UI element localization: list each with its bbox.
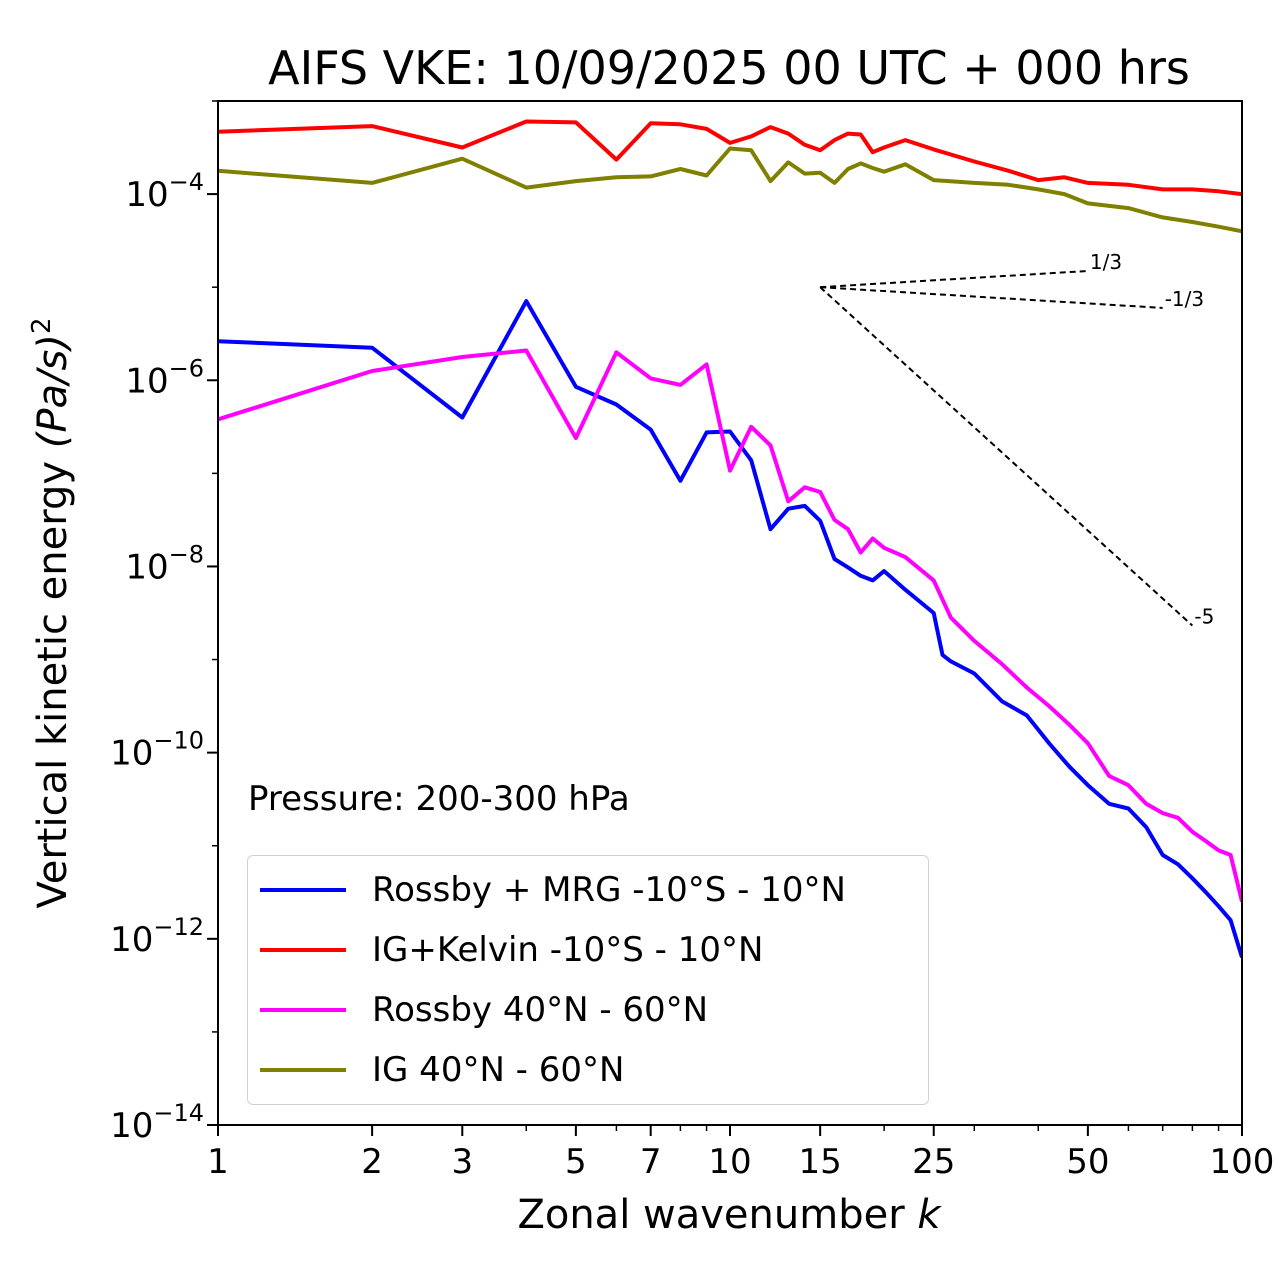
chart-title: AIFS VKE: 10/09/2025 00 UTC + 000 hrs <box>268 41 1190 95</box>
legend-swatch <box>260 948 346 952</box>
x-tick-label: 100 <box>1210 1142 1275 1182</box>
series-line-3 <box>218 348 1242 903</box>
x-tick-label: 3 <box>451 1142 473 1182</box>
legend-swatch <box>260 888 346 892</box>
series-line-2 <box>218 119 1242 197</box>
y-tick-label: 10−6 <box>125 354 204 401</box>
legend-entry: Rossby + MRG -10°S - 10°N <box>260 870 846 910</box>
legend-swatch <box>260 1068 346 1072</box>
reference-slope-label: -5 <box>1194 605 1214 629</box>
x-tick-label: 7 <box>640 1142 662 1182</box>
x-tick-label: 15 <box>799 1142 842 1182</box>
legend-label: IG 40°N - 60°N <box>372 1050 625 1090</box>
reference-slope-line-2 <box>820 286 1163 309</box>
y-tick-label: 10−4 <box>125 168 204 215</box>
series-line-1 <box>218 299 1242 958</box>
x-tick-label: 50 <box>1066 1142 1109 1182</box>
x-tick-label: 10 <box>708 1142 751 1182</box>
x-tick-label: 25 <box>912 1142 955 1182</box>
legend-swatch <box>260 1008 346 1012</box>
y-tick-label: 10−12 <box>110 913 204 960</box>
legend-entry: IG+Kelvin -10°S - 10°N <box>260 930 763 970</box>
reference-slope-label: 1/3 <box>1090 250 1122 274</box>
pressure-annotation: Pressure: 200-300 hPa <box>248 779 630 819</box>
legend-label: Rossby + MRG -10°S - 10°N <box>372 870 846 910</box>
legend-entry: Rossby 40°N - 60°N <box>260 990 708 1030</box>
y-tick-label: 10−10 <box>110 727 204 774</box>
legend-label: IG+Kelvin -10°S - 10°N <box>372 930 764 970</box>
chart-legend: Rossby + MRG -10°S - 10°N IG+Kelvin -10°… <box>247 855 929 1105</box>
legend-entry: IG 40°N - 60°N <box>260 1050 624 1090</box>
series-line-4 <box>218 146 1242 234</box>
reference-slope-line-1 <box>820 269 1088 289</box>
y-tick-label: 10−8 <box>125 540 204 587</box>
y-axis: 10−4 10−6 10−8 10−10 10−12 10−14 <box>110 100 218 1146</box>
y-axis-label: Vertical kinetic energy (Pa/s)2 <box>27 318 76 909</box>
reference-slope-label: -1/3 <box>1165 287 1204 311</box>
x-axis-label: Zonal wavenumber k <box>517 1192 942 1238</box>
y-tick-label: 10−14 <box>110 1099 204 1146</box>
reference-slope-line-3 <box>819 286 1194 627</box>
x-tick-label: 2 <box>361 1142 383 1182</box>
x-tick-label: 5 <box>565 1142 587 1182</box>
x-axis: 1 2 3 5 7 10 15 25 50 100 <box>207 1125 1274 1182</box>
legend-label: Rossby 40°N - 60°N <box>372 990 709 1030</box>
x-tick-label: 1 <box>207 1142 229 1182</box>
